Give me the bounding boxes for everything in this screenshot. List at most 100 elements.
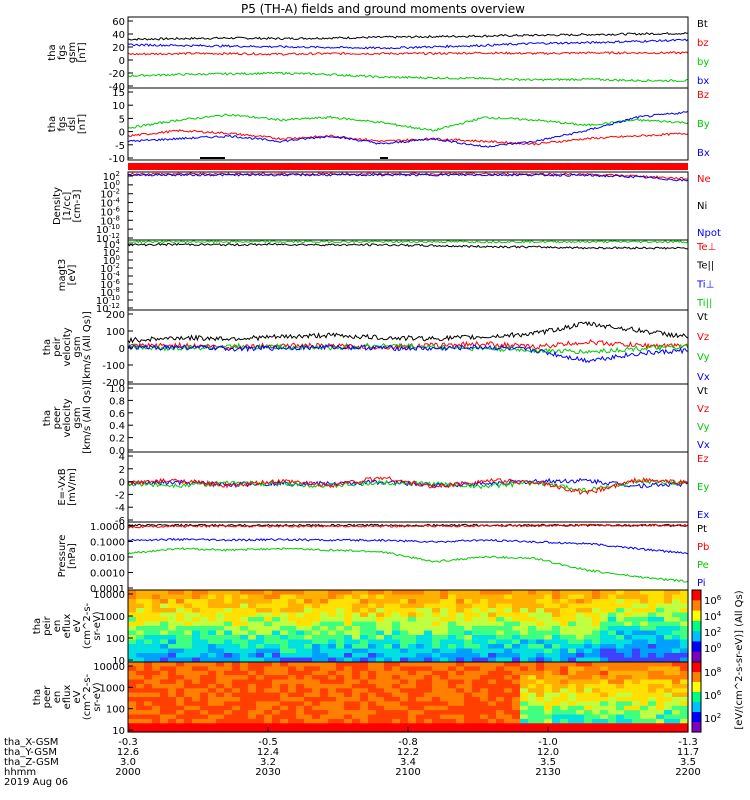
heatmap-cell — [376, 683, 385, 689]
x-tick-label: 12.0 — [537, 747, 559, 758]
heatmap-cell — [616, 710, 625, 716]
heatmap-cell — [448, 621, 457, 627]
heatmap-cell — [360, 683, 369, 689]
heatmap-cell — [600, 617, 609, 623]
heatmap-cell — [648, 714, 657, 720]
heatmap-cell — [312, 590, 321, 596]
heatmap-cell — [384, 648, 393, 654]
heatmap-cell — [200, 590, 209, 596]
heatmap-cell — [592, 657, 601, 663]
heatmap-cell — [456, 603, 465, 609]
heatmap-cell — [184, 670, 193, 676]
heatmap-cell — [160, 705, 169, 711]
heatmap-cell — [312, 621, 321, 627]
heatmap-cell — [424, 635, 433, 641]
heatmap-cell — [496, 692, 505, 698]
heatmap-cell — [480, 648, 489, 654]
heatmap-cell — [536, 723, 545, 729]
heatmap-cell — [480, 692, 489, 698]
heatmap-cell — [536, 683, 545, 689]
colorbar-segment — [692, 641, 701, 653]
heatmap-cell — [232, 594, 241, 600]
legend-label: Pt — [697, 524, 707, 535]
heatmap-cell — [464, 697, 473, 702]
heatmap-cell — [344, 718, 353, 724]
heatmap-cell — [424, 692, 433, 698]
heatmap-cell — [144, 714, 153, 720]
heatmap-cell — [312, 697, 321, 702]
heatmap-cell — [288, 657, 297, 663]
heatmap-cell — [248, 617, 257, 623]
heatmap-cell — [176, 723, 185, 729]
heatmap-cell — [504, 675, 513, 681]
heatmap-cell — [440, 608, 449, 614]
heatmap-cell — [432, 666, 441, 672]
heatmap-cell — [568, 608, 577, 614]
heatmap-cell — [304, 608, 313, 614]
heatmap-cell — [584, 718, 593, 724]
heatmap-cell — [544, 617, 553, 623]
heatmap-cell — [344, 683, 353, 689]
heatmap-cell — [304, 648, 313, 654]
heatmap-cell — [600, 714, 609, 720]
heatmap-cell — [624, 666, 633, 672]
heatmap-cell — [472, 710, 481, 716]
heatmap-cell — [560, 688, 569, 694]
heatmap-cell — [648, 710, 657, 716]
heatmap-cell — [600, 639, 609, 645]
y-axis-label-line: [nPa] — [67, 543, 78, 569]
heatmap-cell — [552, 603, 561, 609]
heatmap-cell — [384, 718, 393, 724]
heatmap-cell — [616, 644, 625, 650]
heatmap-cell — [504, 679, 513, 685]
heatmap-cell — [368, 648, 377, 654]
legend-label: Vx — [697, 372, 710, 383]
y-axis-label-line: (cm^2-s- — [82, 602, 93, 649]
heatmap-cell — [552, 599, 561, 605]
heatmap-cell — [384, 635, 393, 641]
heatmap-cell — [224, 639, 233, 645]
heatmap-cell — [152, 723, 161, 729]
heatmap-cell — [144, 701, 153, 707]
heatmap-cell — [664, 670, 673, 676]
heatmap-cell — [432, 630, 441, 636]
heatmap-cell — [664, 697, 673, 702]
heatmap-cell — [328, 683, 337, 689]
heatmap-cell — [272, 648, 281, 654]
heatmap-cell — [592, 710, 601, 716]
heatmap-cell — [544, 692, 553, 698]
heatmap-cell — [480, 617, 489, 623]
heatmap-cell — [592, 630, 601, 636]
heatmap-cell — [296, 639, 305, 645]
heatmap-cell — [648, 727, 657, 733]
heatmap-cell — [184, 635, 193, 641]
heatmap-cell — [264, 639, 273, 645]
heatmap-cell — [440, 653, 449, 659]
heatmap-cell — [176, 635, 185, 641]
heatmap-cell — [376, 679, 385, 685]
heatmap-cell — [408, 594, 417, 600]
heatmap-cell — [176, 727, 185, 733]
heatmap-cell — [664, 594, 673, 600]
heatmap-cell — [616, 683, 625, 689]
heatmap-cell — [592, 590, 601, 596]
heatmap-cell — [152, 621, 161, 627]
heatmap-cell — [200, 710, 209, 716]
heatmap-cell — [272, 718, 281, 724]
heatmap-cell — [248, 670, 257, 676]
heatmap-cell — [320, 644, 329, 650]
y-tick-label: 1000 — [100, 683, 125, 694]
heatmap-cell — [472, 608, 481, 614]
legend-label: Ti⊥ — [696, 279, 714, 290]
heatmap-cell — [544, 657, 553, 663]
colorbar-segment — [692, 610, 701, 622]
heatmap-cell — [616, 626, 625, 632]
heatmap-cell — [672, 662, 681, 667]
heatmap-cell — [456, 714, 465, 720]
heatmap-cell — [600, 670, 609, 676]
heatmap-cell — [264, 630, 273, 636]
heatmap-cell — [616, 692, 625, 698]
legend-label: Vz — [697, 404, 709, 415]
